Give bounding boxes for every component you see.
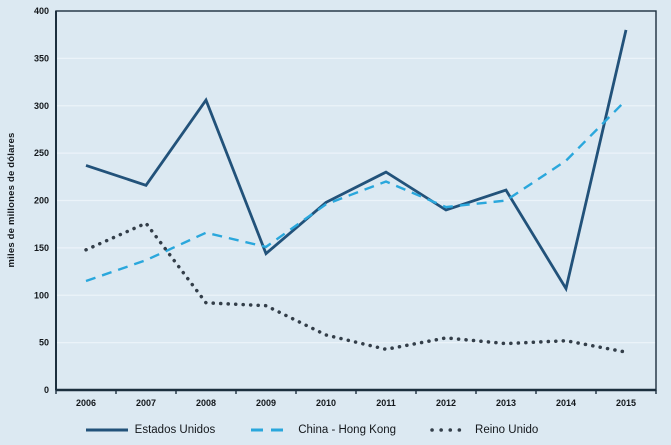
y-tick-label: 200 <box>34 196 49 206</box>
x-tick-label: 2009 <box>256 398 276 408</box>
y-tick-label: 100 <box>34 290 49 300</box>
y-tick-label: 400 <box>34 6 49 16</box>
legend-label: Reino Unido <box>475 424 539 436</box>
x-tick-label: 2008 <box>196 398 216 408</box>
x-tick-label: 2015 <box>616 398 636 408</box>
x-tick-label: 2014 <box>556 398 576 408</box>
legend-line-sample-dotted <box>430 428 470 432</box>
series-line-estados-unidos <box>85 29 628 293</box>
series-line-china-hong-kong <box>85 99 627 283</box>
legend-item-estados-unidos: Estados Unidos <box>84 424 216 436</box>
y-tick-label: 250 <box>34 148 49 158</box>
x-tick-label: 2013 <box>496 398 516 408</box>
x-tick-label: 2006 <box>76 398 96 408</box>
legend-item-reino-unido: Reino Unido <box>430 424 538 436</box>
y-tick-label: 150 <box>34 243 49 253</box>
y-tick-label: 0 <box>44 385 49 395</box>
legend: Estados Unidos China - Hong Kong Reino U… <box>56 419 656 441</box>
legend-line-sample-dashed <box>251 428 292 432</box>
legend-label: Estados Unidos <box>134 424 216 436</box>
x-tick-label: 2010 <box>316 398 336 408</box>
legend-line-sample-solid <box>85 428 128 432</box>
x-tick-label: 2011 <box>376 398 396 408</box>
legend-item-china-hong-kong: China - Hong Kong <box>249 424 396 436</box>
y-tick-label: 300 <box>34 101 49 111</box>
series-line-reino-unido <box>84 221 628 354</box>
legend-label: China - Hong Kong <box>298 424 397 436</box>
y-tick-label: 350 <box>34 53 49 63</box>
x-tick-label: 2012 <box>436 398 456 408</box>
y-tick-label: 50 <box>39 338 49 348</box>
x-tick-label: 2007 <box>136 398 156 408</box>
